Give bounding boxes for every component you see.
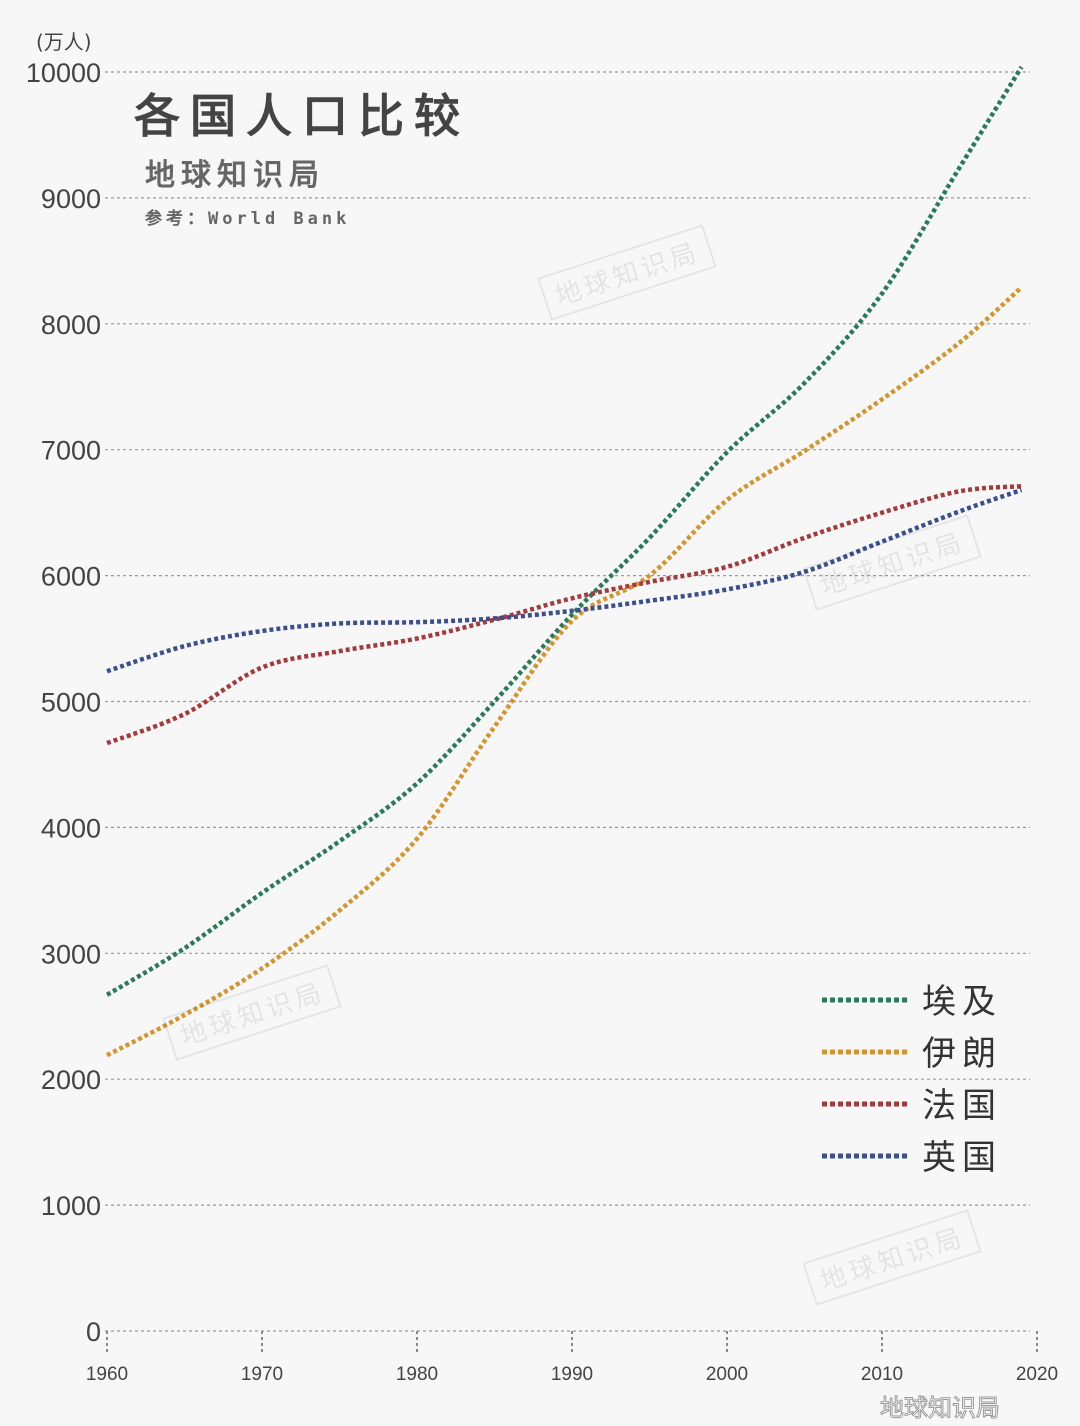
series-line-2 xyxy=(105,285,1023,1058)
y-tick-label: 3000 xyxy=(41,939,101,969)
y-tick-label: 0 xyxy=(86,1317,101,1347)
legend-label: 法国 xyxy=(922,1086,1002,1126)
series-line-4 xyxy=(106,487,1023,674)
y-tick-label: 9000 xyxy=(41,184,101,214)
x-tick-label: 2000 xyxy=(706,1364,748,1385)
legend-label: 英国 xyxy=(922,1138,1002,1178)
series-line-3 xyxy=(106,483,1022,746)
y-tick-label: 5000 xyxy=(41,688,101,718)
y-tick-label: 8000 xyxy=(41,310,101,340)
chart-subtitle: 地球知识局 xyxy=(145,158,325,193)
series-line-1 xyxy=(105,65,1024,997)
y-tick-label: 4000 xyxy=(41,813,101,843)
y-tick-label: 2000 xyxy=(41,1065,101,1095)
legend-label: 埃及 xyxy=(922,982,1002,1022)
y-tick-label: 6000 xyxy=(41,562,101,592)
corner-watermark: 地球知识局 xyxy=(880,1394,1001,1423)
legend-label: 伊朗 xyxy=(922,1034,1002,1074)
x-tick-label: 1990 xyxy=(551,1364,593,1385)
y-axis-unit: (万人) xyxy=(36,30,92,54)
source-note: 参考：World Bank xyxy=(145,209,351,229)
x-tick-label: 2010 xyxy=(861,1364,903,1385)
y-tick-label: 10000 xyxy=(26,58,101,88)
x-tick-label: 2020 xyxy=(1016,1364,1058,1385)
chart-title: 各国人口比较 xyxy=(134,89,470,143)
x-tick-label: 1960 xyxy=(86,1364,128,1385)
y-tick-label: 7000 xyxy=(41,436,101,466)
y-tick-label: 1000 xyxy=(41,1191,101,1221)
x-tick-label: 1980 xyxy=(396,1364,438,1385)
x-tick-label: 1970 xyxy=(241,1364,283,1385)
